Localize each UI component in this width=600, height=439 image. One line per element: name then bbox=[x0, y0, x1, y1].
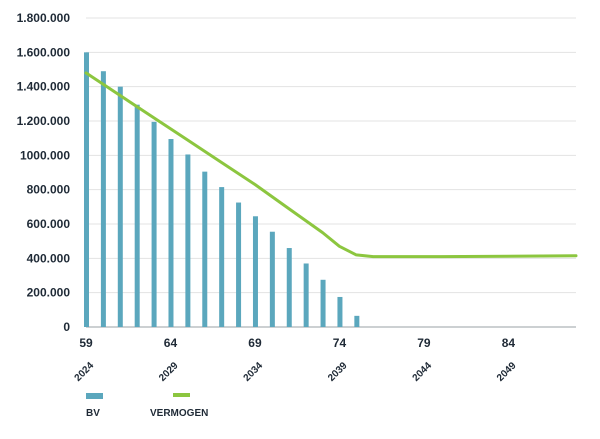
x-tick-label: 79 bbox=[417, 336, 431, 350]
x-tick-label: 74 bbox=[333, 336, 347, 350]
x-tick-label: 69 bbox=[248, 336, 262, 350]
x-year-label: 2044 bbox=[411, 360, 435, 384]
bv-bar bbox=[168, 139, 174, 327]
bv-bar bbox=[84, 52, 89, 327]
x-year-label: 2039 bbox=[326, 360, 350, 384]
x-year-label: 2024 bbox=[73, 360, 97, 384]
gridlines bbox=[86, 17, 576, 328]
bv-bar bbox=[303, 263, 309, 327]
legend: BV VERMOGEN bbox=[86, 393, 208, 419]
bv-bar bbox=[134, 104, 140, 327]
vermogen-line-layer bbox=[84, 71, 578, 259]
bv-bar bbox=[202, 171, 208, 327]
x-tick-label: 64 bbox=[164, 336, 178, 350]
bv-bar bbox=[320, 279, 326, 327]
legend-swatch-vermogen bbox=[173, 393, 190, 397]
bv-bar bbox=[337, 296, 343, 327]
legend-label-bv: BV bbox=[86, 408, 100, 419]
y-tick-label: 0 bbox=[63, 320, 70, 334]
bv-bar bbox=[252, 216, 258, 327]
y-tick-label: 1000.000 bbox=[20, 148, 70, 162]
y-tick-label: 800.000 bbox=[27, 183, 71, 197]
legend-label-vermogen: VERMOGEN bbox=[150, 408, 208, 419]
bv-bar bbox=[354, 315, 360, 327]
x-axis-tick-labels: 59 64 69 74 79 84 bbox=[79, 336, 515, 350]
x-year-label: 2029 bbox=[157, 360, 181, 384]
bv-bar bbox=[286, 248, 292, 327]
y-tick-label: 400.000 bbox=[27, 251, 71, 265]
y-axis-tick-labels: 0 200.000 400.000 600.000 800.000 1000.000 1.2… bbox=[17, 11, 71, 334]
bv-bar bbox=[219, 187, 225, 327]
x-axis-year-labels: 2024 2029 2034 2039 2044 2049 bbox=[73, 360, 519, 384]
x-year-label: 2034 bbox=[242, 360, 266, 384]
bv-bar bbox=[236, 202, 242, 327]
bv-bar bbox=[151, 121, 157, 327]
y-tick-label: 200.000 bbox=[27, 286, 71, 300]
y-tick-label: 600.000 bbox=[27, 217, 71, 231]
y-tick-label: 1.600.000 bbox=[17, 45, 71, 59]
x-tick-label: 84 bbox=[502, 336, 516, 350]
bv-bar bbox=[269, 231, 275, 327]
y-tick-label: 1.200.000 bbox=[17, 114, 71, 128]
y-tick-label: 1.800.000 bbox=[17, 11, 71, 25]
bv-bar bbox=[117, 86, 123, 328]
bv-bars bbox=[84, 52, 360, 328]
y-tick-label: 1.400.000 bbox=[17, 80, 71, 94]
vermogen-line bbox=[84, 71, 578, 259]
legend-swatch-bv bbox=[86, 393, 103, 399]
bv-bar bbox=[100, 71, 106, 327]
x-tick-label: 59 bbox=[79, 336, 93, 350]
x-year-label: 2049 bbox=[495, 360, 519, 384]
bv-bar bbox=[185, 154, 191, 327]
